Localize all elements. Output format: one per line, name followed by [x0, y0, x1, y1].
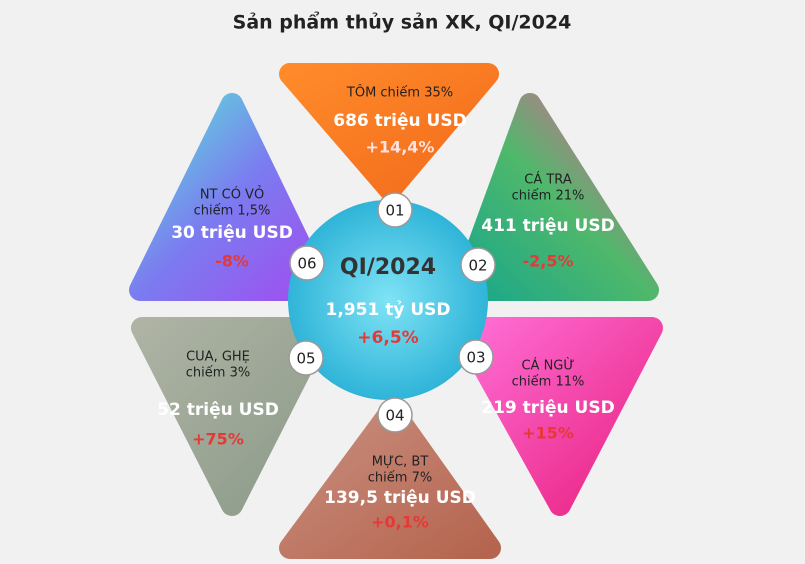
segment-value: 30 triệu USD — [171, 223, 293, 243]
segment-value: 219 triệu USD — [481, 398, 614, 418]
number-badge — [377, 397, 413, 433]
segment-label: chiếm 7% — [368, 471, 432, 486]
segment-label: CÁ TRA — [524, 172, 572, 188]
segment-label: CÁ NGỪ — [521, 358, 574, 374]
segment-label: MỰC, BT — [372, 455, 429, 470]
number-badge — [289, 245, 325, 281]
segment-shape — [131, 317, 333, 516]
center-circle — [288, 200, 488, 400]
segment-change: +14,4% — [366, 138, 435, 157]
segment-change: -8% — [215, 252, 249, 271]
segment-shape — [279, 399, 501, 559]
segment-number: 01 — [385, 202, 404, 220]
center-change: +6,5% — [357, 328, 418, 348]
number-badge — [458, 339, 494, 375]
segment-label: CUA, GHẸ — [186, 350, 250, 365]
segment-change: +15% — [522, 424, 574, 443]
segment-shape — [129, 93, 333, 301]
segment-number: 02 — [468, 257, 487, 275]
segment-value: 52 triệu USD — [157, 400, 279, 420]
segment-value: 686 triệu USD — [333, 111, 466, 131]
number-badge — [288, 340, 324, 376]
segment-shape — [451, 93, 659, 301]
segment-label: chiếm 1,5% — [194, 204, 271, 219]
segment-change: +75% — [192, 430, 244, 449]
segment-change: +0,1% — [371, 513, 429, 532]
segment-label: chiếm 11% — [512, 375, 585, 390]
segment-number: 05 — [296, 350, 315, 368]
segment-value: 411 triệu USD — [481, 216, 614, 236]
segment-value: 139,5 triệu USD — [324, 488, 476, 508]
segment-shape — [451, 317, 663, 516]
title: Sản phẩm thủy sản XK, QI/2024 — [233, 11, 572, 34]
segment-label: chiếm 3% — [186, 366, 250, 381]
segment-label: TÔM chiếm 35% — [346, 85, 453, 101]
segment-number: 06 — [297, 255, 316, 273]
segment-change: -2,5% — [522, 252, 573, 271]
center-value: 1,951 tỷ USD — [326, 300, 451, 320]
segment-number: 04 — [385, 407, 404, 425]
segment-label: NT CÓ VỎ — [200, 186, 264, 203]
segment-shape — [279, 63, 499, 201]
number-badge — [460, 247, 496, 283]
center-period: QI/2024 — [340, 255, 436, 280]
segment-label: chiếm 21% — [512, 189, 585, 204]
segment-number: 03 — [466, 349, 485, 367]
number-badge — [377, 192, 413, 228]
